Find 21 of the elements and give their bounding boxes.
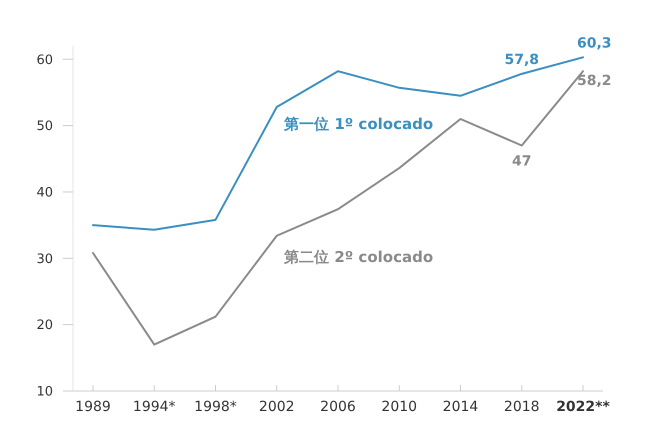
- data-label: 60,3: [577, 35, 612, 52]
- x-tick-label: 2002: [258, 399, 295, 415]
- x-tick-label: 2022**: [556, 399, 610, 415]
- y-tick-label: 10: [36, 384, 53, 400]
- y-tick-label: 50: [36, 119, 53, 134]
- x-tick-label: 1998*: [194, 399, 237, 415]
- y-tick-label: 20: [36, 318, 53, 334]
- y-tick-label: 40: [36, 186, 53, 201]
- data-label: 58,2: [577, 73, 612, 90]
- x-tick-label: 2014: [442, 399, 478, 415]
- x-tick-label: 1994*: [132, 399, 176, 415]
- x-tick-label: 2018: [504, 399, 540, 415]
- series-label: 第一位 1º colocado: [283, 115, 434, 134]
- data-label: 47: [512, 154, 532, 170]
- x-tick-label: 2010: [381, 399, 418, 415]
- x-tick-label: 1989: [75, 399, 111, 415]
- x-tick-label: 2006: [320, 399, 356, 415]
- series-label: 第二位 2º colocado: [283, 248, 434, 266]
- data-label: 57,8: [504, 52, 540, 68]
- y-tick-label: 60: [36, 52, 53, 68]
- y-tick-label: 30: [36, 252, 53, 267]
